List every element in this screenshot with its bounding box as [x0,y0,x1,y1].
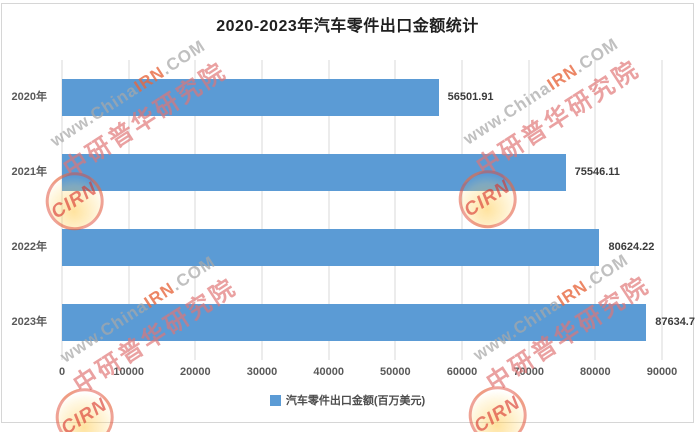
x-tick-label: 30000 [246,366,278,378]
gridline [261,60,263,360]
gridline [128,60,130,360]
bar-data-label: 56501.91 [447,91,494,103]
x-tick-label: 0 [58,366,66,378]
bar-2021年 [62,154,566,191]
legend: 汽车零件出口金额(百万美元) [0,392,695,408]
x-tick-label: 70000 [513,366,544,378]
gridline [528,60,530,360]
y-category-label: 2022年 [11,241,47,253]
gridline [194,60,196,360]
gridline [661,60,663,360]
gridline [594,60,596,360]
x-tick-label: 10000 [113,366,144,378]
gridline [394,60,396,360]
x-tick-label: 50000 [380,366,411,378]
x-tick-label: 20000 [180,366,211,378]
gridline [328,60,330,360]
bar-data-label: 80624.22 [608,241,655,253]
chart-title: 2020-2023年汽车零件出口金额统计 [216,18,479,35]
bar-2022年 [62,229,600,266]
bar-2023年 [62,304,647,341]
legend-series-label: 汽车零件出口金额(百万美元) [285,395,426,407]
plot-area: 56501.91 75546.11 80624.22 87634.76 [61,60,695,360]
x-tick-label: 90000 [646,366,678,378]
bar-data-label: 87634.76 [655,316,695,328]
x-tick-label: 60000 [446,366,478,378]
y-category-label: 2023年 [11,316,47,328]
x-tick-label: 80000 [580,366,611,378]
bar-2020年 [62,79,439,116]
x-axis-tick-labels: 0 10000 20000 30000 40000 50000 60000 70000 8000… [58,366,677,382]
legend-marker-swatch [269,394,281,406]
y-axis-category-labels: 2020年 2021年 2022年 2023年 [0,60,54,360]
y-category-label: 2021年 [11,166,47,178]
x-tick-label: 40000 [313,366,344,378]
y-category-label: 2020年 [11,91,47,103]
bar-data-label: 75546.11 [574,166,620,178]
